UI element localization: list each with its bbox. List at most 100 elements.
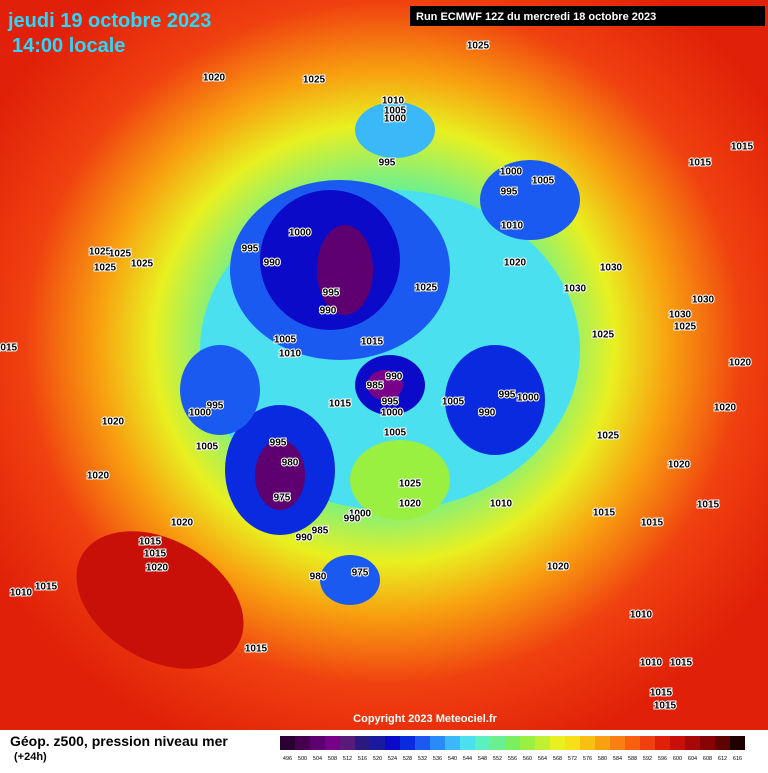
isobar-label: 1025 bbox=[131, 259, 154, 270]
isobar-label: 1015 bbox=[329, 399, 352, 410]
isobar-label: 1005 bbox=[384, 428, 407, 439]
colorbar-label: 604 bbox=[688, 756, 697, 762]
colorbar-swatch bbox=[625, 736, 640, 750]
isobar-label: 1030 bbox=[564, 284, 587, 295]
colorbar-swatch bbox=[565, 736, 580, 750]
isobar-label: 1020 bbox=[729, 358, 752, 369]
isobar-label: 995 bbox=[242, 244, 259, 255]
isobar-label: 985 bbox=[312, 526, 329, 537]
isobar-label: 1015 bbox=[35, 582, 58, 593]
isobar-label: 1015 bbox=[731, 142, 754, 153]
isobar-label: 1010 bbox=[490, 499, 513, 510]
isobar-label: 1025 bbox=[89, 247, 112, 258]
date-title: jeudi 19 octobre 2023 bbox=[7, 10, 211, 32]
colorbar-label: 596 bbox=[658, 756, 667, 762]
isobar-label: 1015 bbox=[0, 343, 18, 354]
colorbar-label: 500 bbox=[298, 756, 307, 762]
colorbar-label: 556 bbox=[508, 756, 517, 762]
isobar-label: 1010 bbox=[501, 221, 524, 232]
height-fields bbox=[76, 102, 580, 669]
colorbar-swatch bbox=[730, 736, 745, 750]
isobar-label: 1020 bbox=[203, 73, 226, 84]
isobar-label: 1015 bbox=[670, 658, 693, 669]
colorbar-swatch bbox=[700, 736, 715, 750]
isobar-label: 995 bbox=[382, 397, 399, 408]
isobar-label: 1020 bbox=[87, 471, 110, 482]
isobar-label: 1000 bbox=[517, 393, 540, 404]
isobar-label: 980 bbox=[282, 458, 299, 469]
colorbar-swatch bbox=[445, 736, 460, 750]
colorbar-label: 536 bbox=[433, 756, 442, 762]
isobar-label: 1015 bbox=[593, 508, 616, 519]
colorbar-swatch bbox=[550, 736, 565, 750]
isobar-label: 1025 bbox=[674, 322, 697, 333]
isobar-label: 1015 bbox=[641, 518, 664, 529]
colorbar-swatch bbox=[685, 736, 700, 750]
colorbar-swatch bbox=[505, 736, 520, 750]
colorbar-label: 584 bbox=[613, 756, 622, 762]
colorbar-swatch bbox=[520, 736, 535, 750]
run-info: Run ECMWF 12Z du mercredi 18 octobre 202… bbox=[416, 11, 656, 23]
isobar-label: 1025 bbox=[467, 41, 490, 52]
colorbar-label: 592 bbox=[643, 756, 652, 762]
isobar-label: 1020 bbox=[714, 403, 737, 414]
colorbar-label: 528 bbox=[403, 756, 412, 762]
isobar-label: 1010 bbox=[640, 658, 663, 669]
isobar-label: 1005 bbox=[442, 397, 465, 408]
colorbar-label: 572 bbox=[568, 756, 577, 762]
colorbar-swatch bbox=[475, 736, 490, 750]
isobar-label: 1025 bbox=[597, 431, 620, 442]
isobar-label: 1020 bbox=[668, 460, 691, 471]
colorbar-swatch bbox=[385, 736, 400, 750]
isobar-label: 1000 bbox=[500, 167, 523, 178]
colorbar-swatch bbox=[595, 736, 610, 750]
isobar-label: 1020 bbox=[547, 562, 570, 573]
colorbar: 496 500 504 508 512 516 520 524 528 532 536 540 544 5… bbox=[280, 736, 745, 762]
isobar-label: 1000 bbox=[289, 228, 312, 239]
isobar-label: 1005 bbox=[274, 335, 297, 346]
isobar-label: 1015 bbox=[139, 537, 162, 548]
isobar-label: 1020 bbox=[146, 563, 169, 574]
colorbar-label: 496 bbox=[283, 756, 292, 762]
colorbar-label: 532 bbox=[418, 756, 427, 762]
isobar-label: 1015 bbox=[245, 644, 268, 655]
isobar-label: 995 bbox=[501, 187, 518, 198]
isobar-label: 1025 bbox=[94, 263, 117, 274]
colorbar-swatch bbox=[715, 736, 730, 750]
isobar-label: 1020 bbox=[504, 258, 527, 269]
isobar-label: 995 bbox=[207, 401, 224, 412]
legend-subtitle: (+24h) bbox=[14, 751, 47, 763]
colorbar-swatch bbox=[670, 736, 685, 750]
colorbar-label: 512 bbox=[343, 756, 352, 762]
isobar-label: 1010 bbox=[382, 96, 405, 107]
colorbar-label: 568 bbox=[553, 756, 562, 762]
colorbar-swatch bbox=[490, 736, 505, 750]
colorbar-label: 508 bbox=[328, 756, 337, 762]
isobar-label: 995 bbox=[499, 390, 516, 401]
isobar-label: 1000 bbox=[381, 408, 404, 419]
isobar-label: 1025 bbox=[592, 330, 615, 341]
colorbar-swatch bbox=[325, 736, 340, 750]
isobar-label: 975 bbox=[274, 493, 291, 504]
colorbar-swatch bbox=[535, 736, 550, 750]
isobar-label: 990 bbox=[264, 258, 281, 269]
isobar-label: 990 bbox=[296, 533, 313, 544]
colorbar-label: 516 bbox=[358, 756, 367, 762]
isobar-label: 995 bbox=[323, 288, 340, 299]
colorbar-label: 548 bbox=[478, 756, 487, 762]
colorbar-swatch bbox=[580, 736, 595, 750]
isobar-label: 1025 bbox=[415, 283, 438, 294]
colorbar-swatch bbox=[460, 736, 475, 750]
colorbar-label: 612 bbox=[718, 756, 727, 762]
run-box bbox=[410, 6, 765, 26]
colorbar-swatch bbox=[295, 736, 310, 750]
isobar-label: 1020 bbox=[399, 499, 422, 510]
isobar-label: 1015 bbox=[689, 158, 712, 169]
isobar-label: 1015 bbox=[144, 549, 167, 560]
colorbar-swatch bbox=[340, 736, 355, 750]
colorbar-label: 524 bbox=[388, 756, 397, 762]
isobar-label: 990 bbox=[479, 408, 496, 419]
colorbar-label: 540 bbox=[448, 756, 457, 762]
